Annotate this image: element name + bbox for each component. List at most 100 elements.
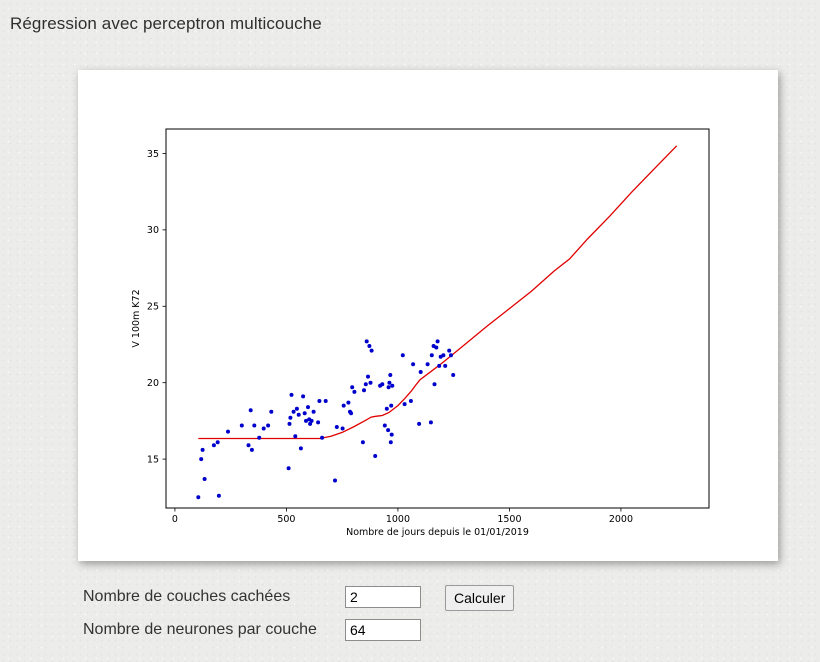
- data-point: [386, 428, 391, 433]
- data-point: [428, 420, 433, 425]
- data-point: [308, 421, 313, 426]
- data-point: [211, 443, 216, 448]
- data-point: [323, 399, 328, 403]
- data-point: [380, 382, 385, 387]
- y-tick-label: 15: [147, 454, 159, 465]
- x-tick-label: 1000: [386, 514, 410, 525]
- data-point: [246, 443, 251, 448]
- data-point: [437, 363, 442, 368]
- fit-line: [198, 145, 678, 440]
- data-point: [434, 345, 439, 350]
- data-point: [306, 405, 310, 410]
- y-tick-label: 20: [147, 378, 159, 389]
- data-point: [341, 403, 346, 408]
- data-point: [435, 339, 440, 344]
- data-point: [443, 363, 448, 368]
- data-point: [287, 421, 292, 426]
- data-point: [364, 339, 369, 344]
- x-axis: 0 500 1000 1500 2000: [172, 508, 633, 525]
- scatter-points: [196, 339, 456, 500]
- data-point: [199, 457, 204, 462]
- data-point: [302, 411, 307, 416]
- data-point: [309, 418, 314, 423]
- x-tick-label: 500: [277, 514, 295, 525]
- data-point: [200, 447, 205, 452]
- data-point: [346, 400, 351, 405]
- data-point: [441, 353, 446, 358]
- y-axis-label: V 100m K72: [131, 289, 142, 347]
- data-point: [320, 435, 325, 440]
- data-point: [388, 373, 393, 377]
- layers-input[interactable]: [345, 586, 421, 608]
- data-point: [429, 353, 434, 358]
- data-point: [366, 374, 370, 379]
- data-point: [360, 440, 365, 445]
- x-tick-label: 1500: [497, 514, 521, 525]
- data-point: [382, 423, 387, 428]
- x-tick-label: 2000: [609, 514, 633, 525]
- data-point: [296, 412, 301, 417]
- data-point: [317, 399, 322, 403]
- x-axis-label: Nombre de jours depuis le 01/01/2019: [346, 527, 529, 538]
- chart-card: 0 500 1000 1500 2000 15 20 25 30 35 Nombre de jo…: [78, 70, 778, 561]
- data-point: [291, 409, 296, 414]
- y-tick-label: 25: [147, 302, 159, 313]
- data-point: [390, 383, 395, 388]
- data-point: [408, 399, 413, 403]
- data-point: [451, 373, 456, 377]
- data-point: [334, 425, 339, 429]
- regression-chart: 0 500 1000 1500 2000 15 20 25 30 35 Nombre de jo…: [131, 128, 710, 538]
- plot-frame: [165, 128, 710, 509]
- data-point: [289, 392, 294, 397]
- data-point: [269, 409, 274, 414]
- data-point: [418, 370, 423, 374]
- calculate-button[interactable]: Calculer: [445, 585, 515, 611]
- data-point: [368, 380, 373, 385]
- data-point: [432, 382, 437, 387]
- y-tick-label: 35: [147, 149, 159, 160]
- data-point: [252, 423, 257, 428]
- data-point: [215, 440, 220, 445]
- data-point: [373, 454, 378, 458]
- y-tick-label: 30: [147, 225, 159, 236]
- data-point: [350, 385, 355, 390]
- data-point: [449, 353, 453, 358]
- layers-row: Nombre de couches cachées Calculer: [83, 585, 523, 612]
- page-title: Régression avec perceptron multicouche: [10, 14, 322, 33]
- data-point: [294, 406, 299, 411]
- data-point: [226, 429, 230, 434]
- data-point: [400, 353, 405, 358]
- data-point: [386, 385, 391, 390]
- data-point: [367, 344, 372, 348]
- data-point: [286, 466, 291, 471]
- neurons-input[interactable]: [345, 619, 421, 641]
- data-point: [304, 418, 308, 423]
- x-tick-label: 0: [172, 514, 178, 525]
- data-point: [261, 426, 266, 431]
- data-point: [301, 394, 306, 399]
- layers-label: Nombre de couches cachées: [83, 588, 291, 605]
- data-point: [202, 477, 207, 481]
- data-point: [216, 493, 221, 498]
- data-point: [266, 423, 271, 428]
- data-point: [402, 402, 407, 407]
- data-point: [388, 440, 393, 445]
- data-point: [369, 348, 374, 353]
- data-point: [248, 408, 253, 413]
- data-point: [425, 362, 430, 367]
- neurons-label: Nombre de neurones par couche: [83, 621, 317, 638]
- data-point: [387, 380, 392, 385]
- data-point: [298, 446, 303, 451]
- data-point: [311, 409, 316, 414]
- data-point: [417, 421, 422, 426]
- data-point: [352, 389, 357, 394]
- data-point: [316, 420, 321, 425]
- data-point: [389, 403, 394, 408]
- data-point: [249, 447, 254, 452]
- data-point: [288, 415, 293, 420]
- data-point: [340, 426, 345, 431]
- data-point: [384, 406, 389, 411]
- data-point: [349, 411, 354, 416]
- data-point: [363, 382, 368, 387]
- data-point: [447, 348, 452, 353]
